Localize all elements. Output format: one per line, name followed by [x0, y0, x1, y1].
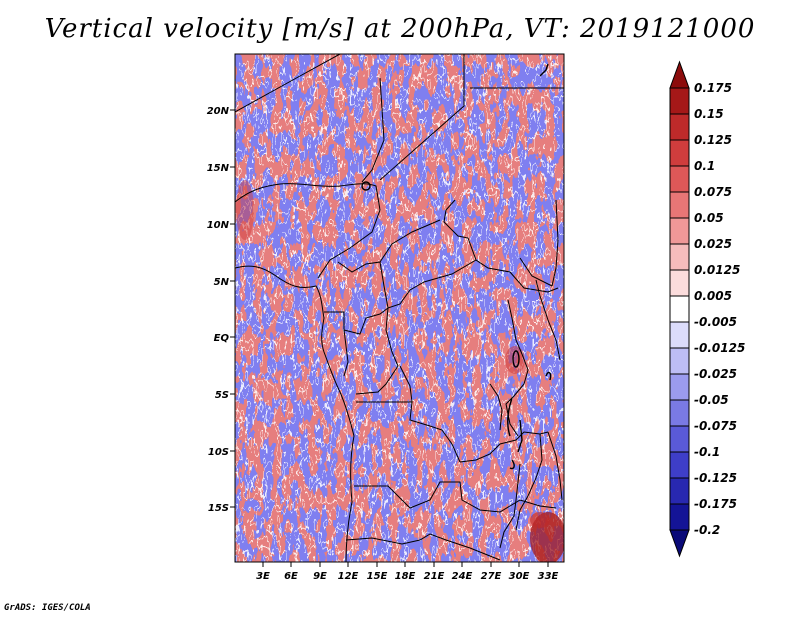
- colorbar-swatch: [669, 503, 690, 531]
- colorbar-swatch: [669, 451, 690, 479]
- colorbar-swatch: [669, 191, 690, 219]
- lon-label-30e: 30E: [509, 571, 530, 582]
- lat-label-10n: 10N: [207, 220, 230, 231]
- colorbar: 0.175 0.15 0.125 0.1 0.075 0.05 0.025 0.0125 0.0…: [669, 60, 745, 558]
- colorbar-label: 0.15: [694, 107, 724, 121]
- lon-label-18e: 18E: [395, 571, 416, 582]
- near-zero-contours: [235, 54, 564, 562]
- lon-label-21e: 21E: [424, 571, 445, 582]
- colorbar-label: -0.0125: [694, 341, 745, 355]
- lon-ticks: [262, 562, 549, 567]
- colorbar-label: -0.075: [694, 419, 737, 433]
- colorbar-swatch: [669, 295, 690, 323]
- map-panel: 20N 15N 10N 5N EQ 5S 10S 15S 3E 6E 9E 12…: [207, 53, 565, 582]
- colorbar-label: -0.025: [694, 367, 737, 381]
- colorbar-swatch: [669, 217, 690, 245]
- lon-label-3e: 3E: [256, 571, 270, 582]
- colorbar-label: -0.05: [694, 393, 729, 407]
- lat-label-eq: EQ: [214, 333, 230, 344]
- lon-label-6e: 6E: [284, 571, 298, 582]
- lat-label-15s: 15S: [208, 503, 229, 514]
- colorbar-label: -0.2: [694, 523, 720, 537]
- colorbar-label: 0.075: [694, 185, 732, 199]
- lon-label-15e: 15E: [367, 571, 388, 582]
- colorbar-swatch: [669, 243, 690, 271]
- colorbar-label: 0.025: [694, 237, 732, 251]
- colorbar-swatch: [669, 113, 690, 141]
- colorbar-label: -0.175: [694, 497, 737, 511]
- colorbar-label: -0.125: [694, 471, 737, 485]
- colorbar-swatch: [669, 139, 690, 167]
- colorbar-label: 0.05: [694, 211, 724, 225]
- lon-labels: 3E 6E 9E 12E 15E 18E 21E 24E 27E 30E 33E: [256, 571, 558, 582]
- colorbar-top-arrow: [669, 60, 690, 89]
- lon-label-12e: 12E: [338, 571, 359, 582]
- colorbar-label: 0.1: [694, 159, 715, 173]
- lakes: [361, 63, 552, 470]
- lat-labels: 20N 15N 10N 5N EQ 5S 10S 15S: [207, 106, 230, 514]
- colorbar-bottom-arrow: [669, 529, 690, 558]
- lat-label-5s: 5S: [215, 390, 229, 401]
- lon-label-24e: 24E: [452, 571, 473, 582]
- colorbar-label: 0.005: [694, 289, 732, 303]
- colorbar-swatch: [669, 269, 690, 297]
- colorbar-swatch: [669, 477, 690, 505]
- colorbar-swatch: [669, 87, 690, 115]
- colorbar-swatch: [669, 373, 690, 401]
- intense-patches: [236, 180, 564, 562]
- grads-credit: GrADS: IGES/COLA: [4, 603, 91, 613]
- lat-label-5n: 5N: [214, 277, 230, 288]
- colorbar-swatch: [669, 165, 690, 193]
- lat-ticks: [230, 109, 235, 508]
- colorbar-label: -0.1: [694, 445, 720, 459]
- colorbar-swatch: [669, 425, 690, 453]
- colorbar-label: -0.005: [694, 315, 737, 329]
- lon-label-9e: 9E: [313, 571, 327, 582]
- lon-label-33e: 33E: [538, 571, 559, 582]
- colorbar-swatch: [669, 347, 690, 375]
- lat-label-15n: 15N: [207, 163, 230, 174]
- lat-label-20n: 20N: [207, 106, 230, 117]
- colorbar-swatch: [669, 399, 690, 427]
- colorbar-label: 0.175: [694, 81, 732, 95]
- colorbar-label: 0.0125: [694, 263, 740, 277]
- colorbar-label: 0.125: [694, 133, 732, 147]
- lat-label-10s: 10S: [208, 447, 229, 458]
- lon-label-27e: 27E: [481, 571, 502, 582]
- colorbar-swatch: [669, 321, 690, 349]
- map-frame: [234, 53, 565, 563]
- chart-title: Vertical velocity [m/s] at 200hPa, VT: 2…: [44, 14, 756, 44]
